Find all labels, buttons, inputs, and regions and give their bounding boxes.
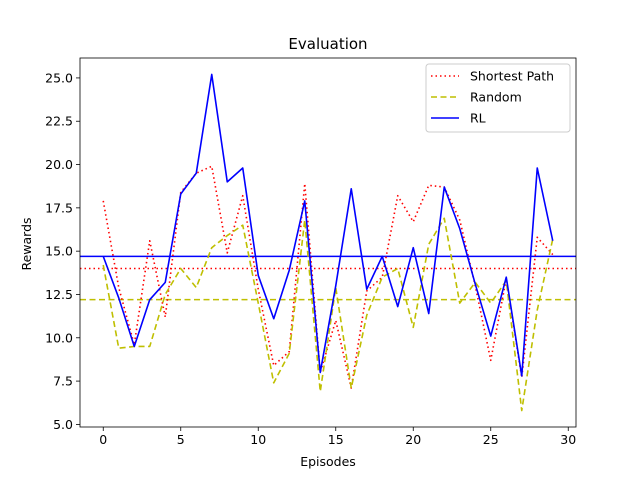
legend: Shortest Path Random RL <box>425 63 571 133</box>
chart-title: Evaluation <box>288 35 367 53</box>
y-axis-label: Rewards <box>19 217 34 270</box>
series-line-1 <box>102 217 554 412</box>
x-tick-label-1: 5 <box>177 432 185 447</box>
x-axis-label: Episodes <box>300 454 356 469</box>
y-tick-label-6: 20.0 <box>45 157 73 172</box>
series-line-0 <box>102 165 554 389</box>
legend-label-0: Shortest Path <box>470 69 554 84</box>
x-tick-label-6: 30 <box>560 432 576 447</box>
series-lines <box>102 73 554 412</box>
legend-label-1: Random <box>470 90 522 105</box>
y-tick-label-5: 17.5 <box>45 200 73 215</box>
x-axis: 0 5 10 15 20 25 30 <box>99 427 576 447</box>
x-tick-label-4: 20 <box>405 432 421 447</box>
x-tick-label-2: 10 <box>250 432 266 447</box>
y-tick-label-7: 22.5 <box>45 114 73 129</box>
legend-box <box>425 63 571 133</box>
plot-border <box>79 57 577 428</box>
y-tick-label-3: 12.5 <box>45 287 73 302</box>
y-tick-label-2: 10.0 <box>45 330 73 345</box>
series-line-2 <box>102 73 554 377</box>
x-tick-label-3: 15 <box>328 432 344 447</box>
y-tick-label-0: 5.0 <box>53 417 73 432</box>
y-tick-label-8: 25.0 <box>45 70 73 85</box>
y-tick-label-1: 7.5 <box>53 374 73 389</box>
y-tick-label-4: 15.0 <box>45 244 73 259</box>
x-tick-label-0: 0 <box>99 432 107 447</box>
y-axis: 5.0 7.5 10.0 12.5 15.0 17.5 20.0 22.5 25.0 <box>45 70 80 432</box>
legend-label-2: RL <box>470 111 486 126</box>
x-tick-label-5: 25 <box>483 432 499 447</box>
